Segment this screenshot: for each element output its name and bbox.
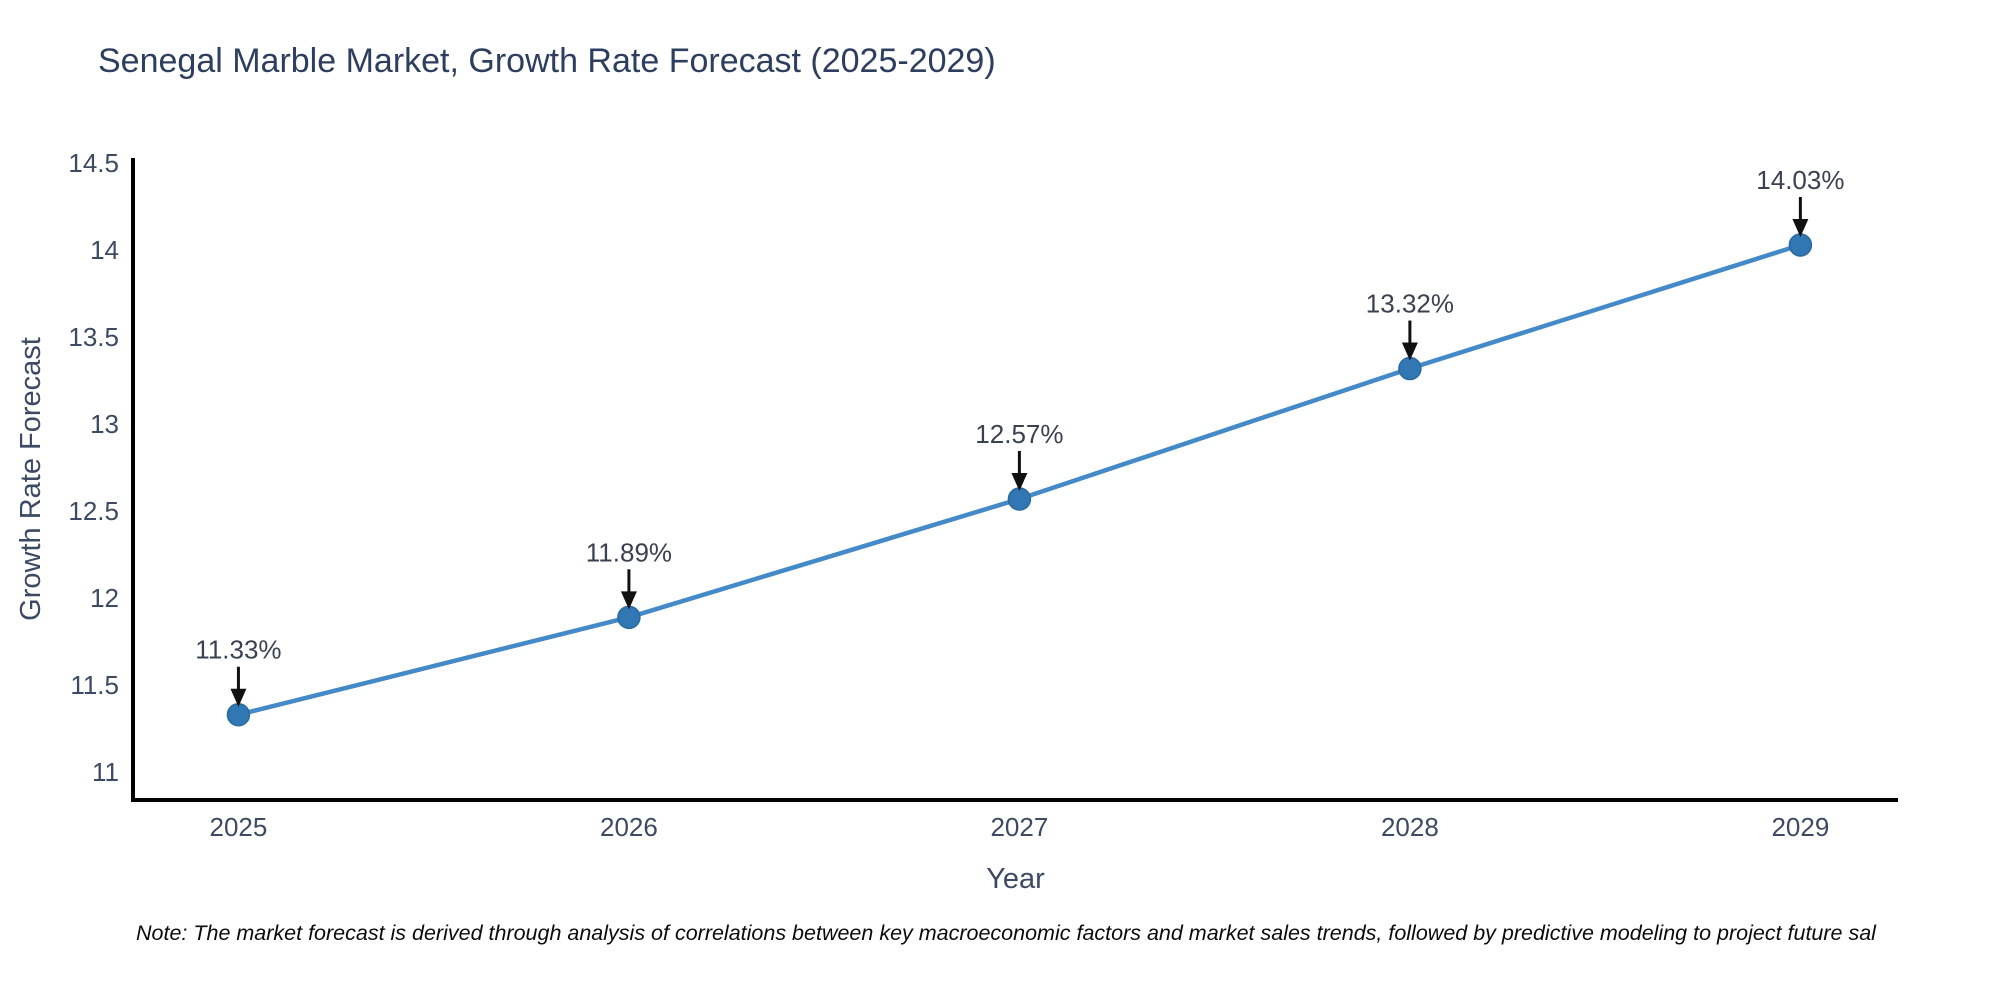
- x-tick-label: 2025: [210, 812, 268, 842]
- annotation-label: 12.57%: [975, 419, 1063, 449]
- annotation-arrowhead: [230, 688, 247, 707]
- x-tick-label: 2027: [990, 812, 1048, 842]
- footnote: Note: The market forecast is derived thr…: [136, 921, 1876, 945]
- data-point-marker: [226, 702, 251, 727]
- x-tick-label: 2026: [600, 812, 658, 842]
- data-point-marker: [617, 605, 641, 630]
- y-tick-label: 13.5: [68, 322, 119, 352]
- x-axis-title: Year: [986, 863, 1045, 895]
- annotation-arrowhead: [1011, 473, 1028, 492]
- annotation-arrowhead: [1401, 342, 1418, 361]
- y-tick-label: 13: [90, 409, 119, 439]
- y-tick-label: 11: [92, 757, 119, 787]
- x-tick-label: 2029: [1771, 812, 1829, 842]
- chart-title: Senegal Marble Market, Growth Rate Forec…: [98, 42, 996, 80]
- annotation-arrowhead: [620, 591, 637, 610]
- y-tick-label: 14: [90, 235, 119, 265]
- y-tick-label: 12.5: [68, 496, 119, 526]
- annotation-label: 11.89%: [586, 537, 672, 567]
- y-axis-title: Growth Rate Forecast: [15, 337, 47, 621]
- y-tick-label: 12: [90, 583, 119, 613]
- annotation-label: 14.03%: [1756, 165, 1844, 195]
- annotation-label: 11.33%: [195, 635, 281, 665]
- annotation-arrowhead: [1792, 218, 1809, 237]
- data-point-marker: [1398, 356, 1422, 381]
- y-tick-label: 11.5: [70, 670, 119, 700]
- x-tick-label: 2028: [1381, 812, 1439, 842]
- data-point-marker: [1788, 233, 1813, 257]
- annotation-label: 13.32%: [1366, 289, 1454, 319]
- data-point-marker: [1007, 487, 1032, 511]
- y-tick-label: 14.5: [68, 148, 119, 178]
- axis-lines: [131, 158, 1898, 802]
